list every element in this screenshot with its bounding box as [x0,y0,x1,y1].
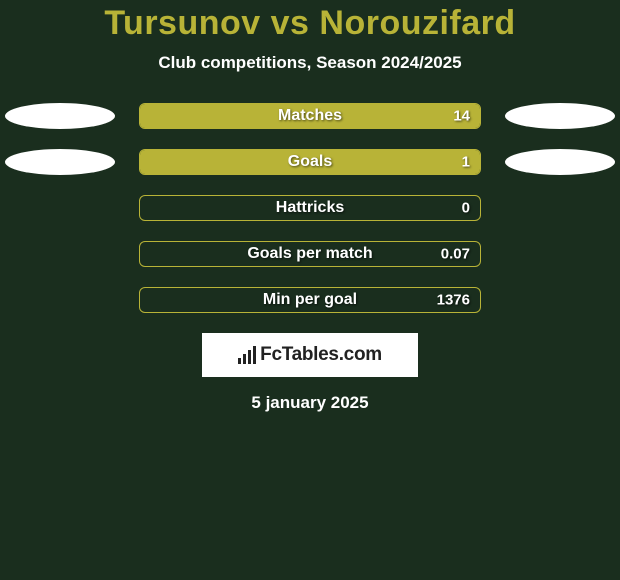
stat-bar: Goals per match 0.07 [139,241,481,267]
stat-label: Goals per match [247,245,372,263]
stat-value: 1 [462,154,470,171]
source-logo: FcTables.com [202,333,418,377]
stat-row: Goals 1 [0,149,620,175]
stat-row: Goals per match 0.07 [0,241,620,267]
page-title: Tursunov vs Norouzifard [0,4,620,43]
stats-comparison: Tursunov vs Norouzifard Club competition… [0,0,620,413]
stat-bar: Hattricks 0 [139,195,481,221]
logo-text: FcTables.com [260,344,382,366]
bar-chart-icon [238,346,256,364]
stat-bar: Min per goal 1376 [139,287,481,313]
stat-label: Min per goal [263,291,357,309]
right-ellipse [505,103,615,129]
stat-value: 1376 [437,292,470,309]
stat-label: Hattricks [276,199,344,217]
stat-label: Matches [278,107,342,125]
stat-row: Matches 14 [0,103,620,129]
stat-bar: Matches 14 [139,103,481,129]
date-text: 5 january 2025 [0,393,620,413]
stat-rows: Matches 14 Goals 1 Hattricks 0 Goals per match… [0,103,620,313]
stat-label: Goals [288,153,332,171]
stat-row: Hattricks 0 [0,195,620,221]
stat-value: 14 [453,108,470,125]
right-ellipse [505,149,615,175]
subtitle: Club competitions, Season 2024/2025 [0,53,620,73]
stat-row: Min per goal 1376 [0,287,620,313]
stat-value: 0 [462,200,470,217]
stat-bar: Goals 1 [139,149,481,175]
stat-value: 0.07 [441,246,470,263]
left-ellipse [5,149,115,175]
left-ellipse [5,103,115,129]
